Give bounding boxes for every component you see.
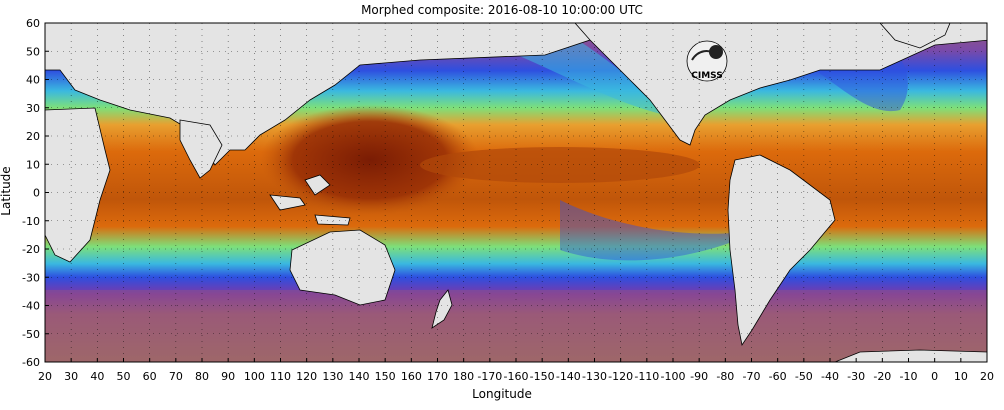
- x-tick-label: 40: [90, 370, 104, 383]
- landmass-antarctica: [834, 349, 987, 362]
- x-tick-label: -60: [769, 370, 787, 383]
- x-axis-label: Longitude: [472, 387, 532, 401]
- x-tick-label: 90: [221, 370, 235, 383]
- y-tick-label: 10: [26, 158, 40, 171]
- x-tick-label: 130: [322, 370, 343, 383]
- landmass-maritime-islands: [269, 174, 351, 226]
- x-tick-label: 0: [931, 370, 938, 383]
- x-tick-label: 100: [244, 370, 265, 383]
- landmass-europe-asia: [45, 23, 601, 166]
- x-tick-label: 110: [270, 370, 291, 383]
- x-tick-label: 70: [169, 370, 183, 383]
- x-tick-label: 10: [954, 370, 968, 383]
- x-tick-label: -90: [690, 370, 708, 383]
- x-tick-label: -20: [873, 370, 891, 383]
- x-tick-label: -50: [795, 370, 813, 383]
- y-tick-label: -60: [22, 356, 40, 369]
- cimss-logo: CIMSS: [686, 40, 728, 82]
- y-tick-label: 20: [26, 130, 40, 143]
- y-tick-label: -10: [22, 215, 40, 228]
- y-tick-label: -40: [22, 300, 40, 313]
- x-tick-label: 140: [349, 370, 370, 383]
- x-tick-label: 20: [38, 370, 52, 383]
- x-tick-label: -70: [743, 370, 761, 383]
- x-tick-label: -110: [634, 370, 659, 383]
- x-tick-label: 160: [401, 370, 422, 383]
- x-tick-label: 150: [375, 370, 396, 383]
- southern-ocean-dry-belt: [45, 290, 987, 362]
- x-tick-label: 20: [980, 370, 994, 383]
- x-tick-label: -140: [556, 370, 581, 383]
- landmass-indian-subcontinent: [179, 119, 223, 179]
- y-tick-label: 40: [26, 74, 40, 87]
- landmass-new-zealand: [431, 289, 453, 329]
- x-tick-label: 60: [143, 370, 157, 383]
- x-tick-label: -160: [504, 370, 529, 383]
- y-tick-label: -50: [22, 328, 40, 341]
- x-tick-label: -40: [821, 370, 839, 383]
- logo-text: CIMSS: [691, 71, 722, 81]
- x-tick-label: 80: [195, 370, 209, 383]
- x-tick-label: -100: [661, 370, 686, 383]
- y-tick-label: 50: [26, 45, 40, 58]
- x-tick-label: 170: [427, 370, 448, 383]
- y-tick-label: -30: [22, 271, 40, 284]
- x-tick-label: -170: [477, 370, 502, 383]
- x-tick-label: -130: [582, 370, 607, 383]
- y-tick-label: 30: [26, 102, 40, 115]
- landmass-africa: [45, 107, 111, 263]
- x-tick-label: -80: [716, 370, 734, 383]
- x-tick-label: -120: [608, 370, 633, 383]
- x-tick-label: -30: [847, 370, 865, 383]
- x-tick-label: -150: [530, 370, 555, 383]
- landmass-north-america: [574, 23, 987, 146]
- landmass-south-america: [727, 154, 836, 347]
- y-tick-label: 0: [33, 187, 40, 200]
- south-pacific-dry-tongue: [560, 200, 760, 261]
- x-tick-label: 50: [117, 370, 131, 383]
- x-tick-label: -10: [900, 370, 918, 383]
- pacific-itcz-moist-band: [420, 147, 700, 183]
- y-tick-label: -20: [22, 243, 40, 256]
- x-axis-ticks: 20 30 40 50 60 70 80 90 100 110 120 130 140 150 160 170…: [38, 358, 994, 383]
- x-tick-label: 120: [296, 370, 317, 383]
- graticule-grid: [45, 23, 987, 362]
- map-title: Morphed composite: 2016-08-10 10:00:00 U…: [361, 3, 643, 17]
- y-axis-label: Latitude: [0, 166, 13, 216]
- x-tick-label: 30: [64, 370, 78, 383]
- x-tick-label: 180: [453, 370, 474, 383]
- y-axis-ticks: 60 50 40 30 20 10 0 -10 -20 -30 -40 -50 -60: [22, 17, 49, 369]
- landmass-greenland: [879, 23, 951, 49]
- y-tick-label: 60: [26, 17, 40, 30]
